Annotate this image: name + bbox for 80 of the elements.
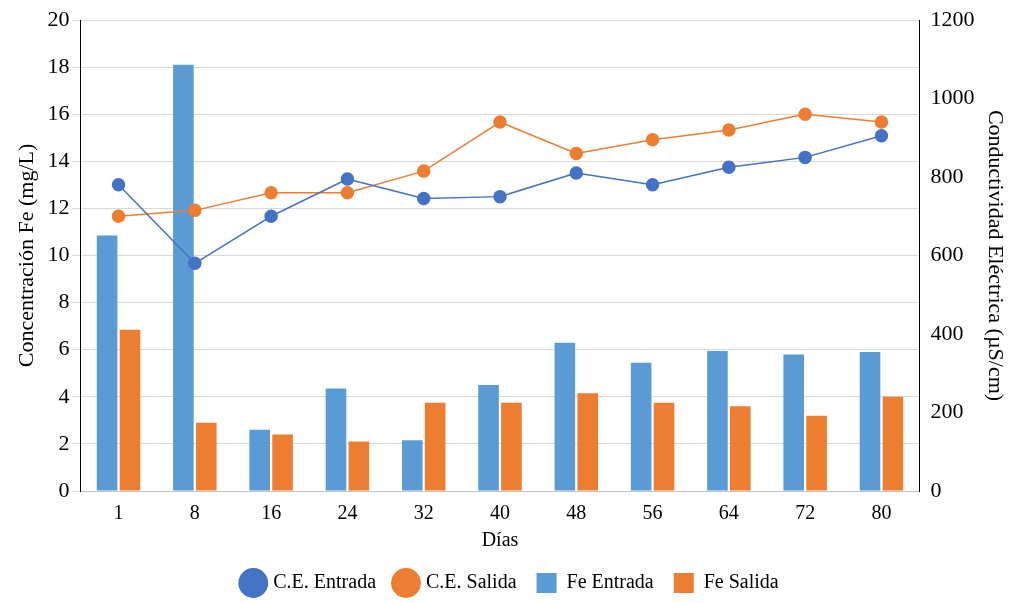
point: [188, 256, 202, 271]
point: [264, 185, 278, 200]
y-tick-label: 20: [47, 5, 70, 31]
point: [722, 123, 736, 137]
legend-label: C.E. Entrada: [273, 570, 377, 593]
x-tick-label: 8: [189, 501, 200, 524]
y-tick-label: 18: [47, 52, 70, 78]
x-tick-label: 48: [566, 501, 587, 524]
bar: [195, 422, 217, 491]
point: [340, 185, 355, 200]
bar: [424, 402, 446, 491]
point: [569, 166, 584, 180]
y-axis-title: Concentración Fe (mg/L): [12, 143, 38, 368]
bar: [577, 393, 599, 491]
legend-label: Fe Salida: [703, 570, 779, 593]
point: [874, 115, 889, 129]
y2-tick-label: 800: [930, 162, 964, 188]
bar: [173, 64, 194, 491]
bar: [554, 342, 576, 491]
bar: [806, 415, 827, 491]
y2-tick-label: 0: [930, 476, 942, 502]
legend-label: Fe Entrada: [566, 570, 654, 593]
y2-axis-title: Conductividad Eléctrica (µS/cm): [984, 109, 1010, 402]
point: [340, 172, 355, 186]
bar: [859, 352, 881, 491]
y2-tick-label: 400: [930, 319, 964, 345]
bar: [96, 235, 118, 491]
bar: [707, 350, 728, 491]
point: [645, 132, 660, 147]
y2-tick-label: 1200: [930, 5, 975, 31]
bar: [783, 354, 805, 491]
x-tick-label: 64: [718, 501, 739, 524]
point: [722, 160, 736, 174]
bar: [348, 441, 370, 491]
point: [264, 209, 278, 223]
x-tick-label: 80: [871, 501, 892, 524]
y-tick-label: 6: [58, 335, 70, 361]
point: [493, 115, 507, 129]
bar: [272, 434, 293, 491]
bar: [478, 385, 499, 491]
y-tick-label: 14: [47, 147, 70, 173]
x-tick-label: 16: [261, 501, 282, 524]
point: [416, 191, 431, 206]
y-tick-label: 16: [47, 99, 70, 125]
x-tick-label: 24: [337, 501, 358, 524]
y-tick-label: 2: [58, 429, 70, 455]
x-axis-title: Días: [481, 528, 519, 551]
bar: [119, 329, 141, 491]
y2-tick-label: 200: [930, 398, 964, 424]
bar: [882, 396, 904, 491]
point: [798, 107, 812, 121]
y-tick-label: 8: [58, 288, 70, 314]
y-tick-label: 10: [47, 241, 70, 267]
y-tick-label: 0: [58, 476, 70, 502]
y-tick-label: 4: [58, 382, 70, 408]
bar: [501, 402, 522, 491]
bar: [653, 402, 675, 491]
bar: [325, 388, 347, 491]
y2-tick-label: 1000: [930, 84, 975, 110]
point: [569, 146, 584, 161]
point: [416, 164, 431, 178]
bar: [630, 362, 652, 491]
point: [188, 203, 202, 218]
legend-label: C.E. Salida: [426, 570, 517, 593]
point: [798, 150, 812, 165]
bar: [401, 440, 423, 491]
y-tick-label: 12: [47, 194, 70, 220]
x-tick-label: 40: [490, 501, 510, 524]
point: [874, 129, 889, 143]
point: [645, 178, 660, 192]
y2-tick-label: 600: [930, 241, 964, 267]
bar: [730, 406, 751, 491]
point: [111, 209, 126, 223]
x-tick-label: 56: [642, 501, 663, 524]
point: [493, 189, 507, 204]
x-tick-label: 1: [113, 501, 124, 524]
x-tick-label: 32: [413, 501, 434, 524]
x-tick-label: 72: [795, 501, 816, 524]
point: [111, 178, 126, 192]
bar: [249, 429, 270, 491]
